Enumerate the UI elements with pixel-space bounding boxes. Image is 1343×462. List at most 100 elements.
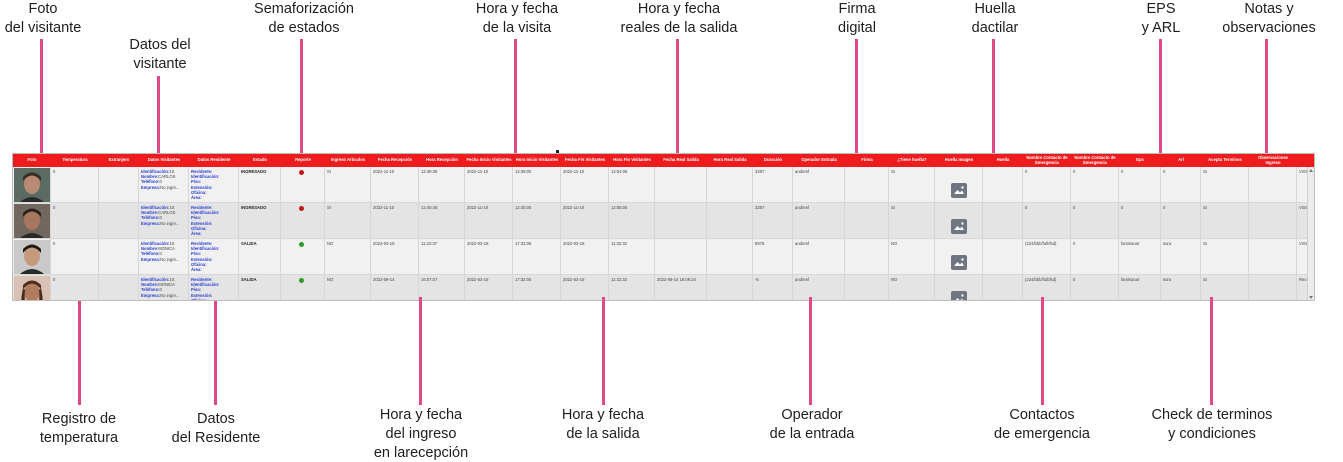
col-header-25[interactable]: Arl <box>1178 157 1184 163</box>
real-exit-time-cell <box>707 203 753 239</box>
col-header-11[interactable]: Hora Inicio Visitantes <box>515 157 559 163</box>
col-header-7[interactable]: Ingreso Articulos <box>330 157 366 163</box>
scroll-up-arrow-icon[interactable] <box>1309 169 1313 172</box>
col-header-15[interactable]: Hora Real Salida <box>713 157 747 163</box>
col-header-24[interactable]: Eps <box>1136 157 1144 163</box>
callout-salida: Hora y fecha de la salida <box>561 407 645 442</box>
fingerprint-image-cell <box>935 239 983 275</box>
col-header-1[interactable]: Temperatura <box>62 157 88 163</box>
reception-date-cell: 2022-03-18 <box>371 239 419 275</box>
image-icon[interactable] <box>951 255 967 270</box>
arl-cell: 0 <box>1161 203 1201 239</box>
arl-cell: sura <box>1161 275 1201 300</box>
emergency-contact-cell: (224/bbb/fulbfsd) <box>1023 275 1071 300</box>
visitor-photo-cell <box>13 203 51 239</box>
avatar[interactable] <box>14 276 50 300</box>
notes-cell <box>1249 203 1297 239</box>
avatar[interactable] <box>14 240 50 274</box>
avatar[interactable] <box>14 168 50 202</box>
visitor-photo-cell <box>13 167 51 203</box>
eps-cell: famisanar <box>1119 239 1161 275</box>
image-icon[interactable] <box>951 183 967 198</box>
col-header-4[interactable]: Datos Residente <box>197 157 231 163</box>
operator-cell: andresf <box>793 275 845 300</box>
table-row[interactable]: 0 Identificación:10. Nombre:MONICA Teléfono… <box>13 239 1314 275</box>
col-header-18[interactable]: Firma <box>861 157 873 163</box>
col-header-19[interactable]: ¿Tiene huella? <box>897 157 927 163</box>
visitor-photo-cell <box>13 239 51 275</box>
terms-cell: SI <box>1201 167 1249 203</box>
callout-emergencia: Contactos de emergencia <box>994 407 1090 442</box>
col-header-14[interactable]: Fecha Real Salida <box>663 157 699 163</box>
callout-line-temperatura <box>78 301 81 405</box>
callout-line-residente <box>214 301 217 405</box>
emergency-contact-cell: 0 <box>1023 203 1071 239</box>
table-row[interactable]: 0 Identificación:10. Nombre:CARLOS Teléfono… <box>13 203 1314 239</box>
foreign-cell <box>99 167 139 203</box>
start-date-cell: 2022-03-18 <box>465 275 513 300</box>
emergency-contact-cell: (224/bbb/fulbfsd) <box>1023 239 1071 275</box>
signature-cell <box>845 239 889 275</box>
reception-time-cell: 12:40:45 <box>419 203 465 239</box>
callout-semaforizacion: Semaforización de estados <box>254 1 354 36</box>
col-header-26[interactable]: Acepta Terminos <box>1208 157 1242 163</box>
type-cell: VISITANTE <box>1297 167 1314 203</box>
callout-line-terminos <box>1210 297 1213 405</box>
callout-temperatura: Registro de temperatura <box>39 411 119 446</box>
col-header-2[interactable]: Extranjero <box>108 157 130 163</box>
callout-foto: Foto del visitante <box>4 1 82 36</box>
duration-cell: 8976 <box>753 239 793 275</box>
col-header-23[interactable]: Nombre Contacto de Emergencia <box>1074 154 1116 165</box>
col-header-21[interactable]: Huella <box>996 157 1010 163</box>
table-row[interactable]: 0 Identificación:10. Nombre:MONICA Teléfono… <box>13 275 1314 300</box>
avatar[interactable] <box>14 204 50 238</box>
col-header-22[interactable]: Nombre Contacto de Emergencia <box>1026 154 1068 165</box>
has-fingerprint-cell: NO <box>889 239 935 275</box>
scroll-down-arrow-icon[interactable] <box>1309 296 1313 299</box>
report-cell <box>281 239 325 275</box>
resident-data-cell: Residente: Identificación: Piso: Extensión:… <box>189 203 239 239</box>
end-date-cell: 2022-11-10 <box>561 203 609 239</box>
vertical-scrollbar[interactable] <box>1307 167 1314 300</box>
articles-cell: SI <box>325 167 371 203</box>
visitor-data-cell: Identificación:10. Nombre:MONICA Teléfono:… <box>139 275 189 300</box>
report-cell <box>281 203 325 239</box>
start-date-cell: 2022-03-18 <box>465 239 513 275</box>
callout-line-firma <box>855 39 858 153</box>
col-header-6[interactable]: Reporte <box>295 157 311 163</box>
operator-cell: andresf <box>793 203 845 239</box>
visitor-data-cell: Identificación:10. Nombre:CARLOS Teléfono:… <box>139 203 189 239</box>
col-header-27[interactable]: Observaciones Ingreso <box>1257 154 1289 165</box>
image-icon[interactable] <box>951 291 967 300</box>
report-cell <box>281 275 325 300</box>
table-header: Foto Temperatura Extranjero Datos Visitante… <box>13 154 1314 167</box>
callout-huella: Huella dactilar <box>971 1 1019 36</box>
terms-cell: SI <box>1201 203 1249 239</box>
col-header-13[interactable]: Hora Fin Visitantes <box>613 157 651 163</box>
start-date-cell: 2022-11-10 <box>465 167 513 203</box>
table-row[interactable]: 0 Identificación:10. Nombre:CARLOS Teléfono… <box>13 167 1314 203</box>
col-header-9[interactable]: Hora Recepción <box>426 157 458 163</box>
temperature-cell: 0 <box>51 239 99 275</box>
callout-firma: Firma digital <box>838 1 876 36</box>
col-header-0[interactable]: Foto <box>27 157 37 163</box>
fingerprint-cell <box>983 239 1023 275</box>
status-cell: INGRESADO <box>239 203 281 239</box>
col-header-10[interactable]: Fecha Inicio Visitantes <box>466 157 512 163</box>
col-header-28[interactable]: Tipo <box>1297 154 1314 167</box>
callout-hora-visita: Hora y fecha de la visita <box>475 1 559 36</box>
report-cell <box>281 167 325 203</box>
col-header-3[interactable]: Datos Visitantes <box>147 157 181 163</box>
resident-data-cell: Residente: Identificación: Piso: Extensión:… <box>189 239 239 275</box>
end-date-cell: 2022-03-18 <box>561 275 609 300</box>
col-header-5[interactable]: Estado <box>253 157 267 163</box>
image-icon[interactable] <box>951 219 967 234</box>
signature-cell <box>845 275 889 300</box>
col-header-12[interactable]: Fecha Fin Visitantes <box>564 157 606 163</box>
foreign-cell <box>99 275 139 300</box>
col-header-8[interactable]: Fecha Recepción <box>377 157 413 163</box>
col-header-20[interactable]: Huella Imagen <box>944 157 974 163</box>
col-header-16[interactable]: Duración <box>763 157 783 163</box>
callout-ingreso: Hora y fecha del ingreso en larecepción <box>373 407 469 461</box>
col-header-17[interactable]: Operador Entrada <box>801 157 837 163</box>
